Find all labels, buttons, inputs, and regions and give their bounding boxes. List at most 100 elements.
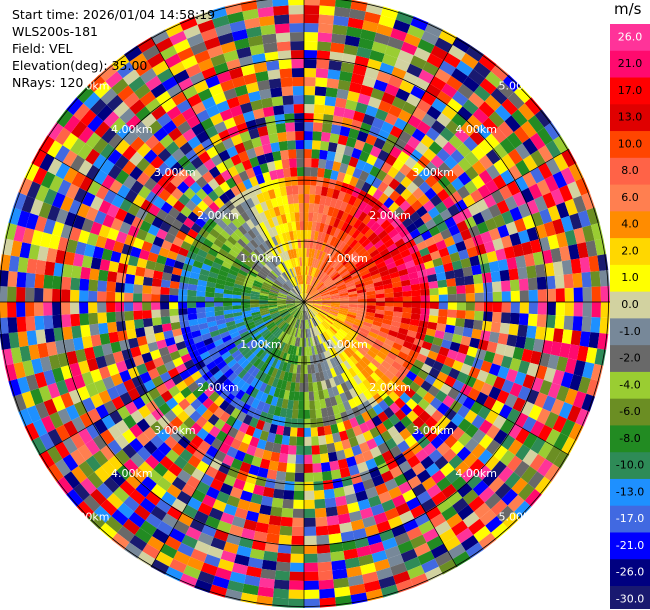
velocity-cell xyxy=(311,158,320,168)
velocity-cell xyxy=(170,416,184,430)
velocity-cell xyxy=(315,315,323,323)
velocity-cell xyxy=(226,96,240,109)
velocity-cell xyxy=(156,112,172,128)
velocity-cell xyxy=(269,324,278,333)
velocity-cell xyxy=(334,199,343,210)
velocity-cell xyxy=(408,211,421,223)
velocity-cell xyxy=(306,248,310,258)
velocity-cell xyxy=(554,315,565,330)
velocity-cell xyxy=(116,320,127,332)
velocity-cell xyxy=(123,92,140,108)
velocity-cell xyxy=(25,287,35,302)
range-ring-label: 5.00km xyxy=(68,80,110,93)
velocity-cell xyxy=(179,223,191,235)
velocity-cell xyxy=(323,351,330,361)
velocity-cell xyxy=(253,447,265,459)
velocity-cell xyxy=(505,368,518,383)
velocity-cell xyxy=(471,145,486,161)
velocity-cell xyxy=(177,435,191,449)
velocity-cell xyxy=(4,222,18,241)
velocity-cell xyxy=(417,193,430,206)
velocity-cell xyxy=(70,313,81,327)
velocity-cell xyxy=(324,497,337,508)
velocity-cell xyxy=(418,69,435,84)
velocity-cell xyxy=(102,376,115,390)
velocity-cell xyxy=(244,17,261,30)
velocity-cell xyxy=(285,381,292,391)
velocity-cell xyxy=(416,120,431,135)
velocity-cell xyxy=(160,45,178,61)
velocity-cell xyxy=(175,212,188,224)
velocity-cell xyxy=(295,301,304,302)
velocity-cell xyxy=(437,428,452,442)
velocity-cell xyxy=(435,201,448,214)
velocity-cell xyxy=(269,247,277,257)
velocity-cell xyxy=(353,395,363,407)
velocity-cell xyxy=(289,268,295,278)
velocity-cell xyxy=(100,499,118,516)
velocity-cell xyxy=(327,314,337,320)
velocity-cell xyxy=(154,331,165,342)
velocity-cell xyxy=(17,376,31,394)
velocity-cell xyxy=(302,284,304,293)
velocity-cell xyxy=(260,309,270,314)
velocity-cell xyxy=(311,277,317,286)
velocity-cell xyxy=(273,5,289,16)
velocity-cell xyxy=(556,232,569,248)
velocity-cell xyxy=(152,528,169,544)
velocity-cell xyxy=(299,221,304,231)
velocity-cell xyxy=(338,430,349,442)
velocity-cell xyxy=(292,230,298,240)
velocity-cell xyxy=(230,407,241,419)
velocity-cell xyxy=(75,348,87,363)
velocity-cell xyxy=(392,316,402,323)
velocity-cell xyxy=(214,292,224,298)
velocity-cell xyxy=(582,361,595,379)
velocity-cell xyxy=(227,426,239,439)
velocity-cell xyxy=(338,311,348,316)
velocity-cell xyxy=(215,283,225,290)
velocity-cell xyxy=(205,465,219,479)
velocity-cell xyxy=(328,313,337,319)
velocity-cell xyxy=(335,143,346,155)
velocity-cell xyxy=(240,102,253,114)
velocity-cell xyxy=(253,346,262,356)
velocity-cell xyxy=(344,379,354,391)
velocity-cell xyxy=(277,295,287,299)
velocity-cell xyxy=(410,573,429,588)
velocity-cell xyxy=(392,286,403,293)
colorbar-segment xyxy=(610,532,650,560)
velocity-cell xyxy=(393,386,405,398)
velocity-cell xyxy=(346,26,362,38)
velocity-cell xyxy=(457,418,472,433)
velocity-cell xyxy=(428,315,439,324)
velocity-cell xyxy=(402,290,412,297)
velocity-cell xyxy=(313,249,318,259)
velocity-cell xyxy=(279,310,289,316)
velocity-cell xyxy=(317,426,326,437)
velocity-cell xyxy=(218,462,231,475)
velocity-cell xyxy=(189,71,206,86)
velocity-cell xyxy=(313,268,319,278)
velocity-cell xyxy=(329,197,338,208)
velocity-cell xyxy=(406,410,419,423)
velocity-cell xyxy=(202,238,214,248)
velocity-cell xyxy=(197,248,208,259)
velocity-cell xyxy=(276,41,291,52)
velocity-cell xyxy=(246,26,262,38)
velocity-cell xyxy=(491,127,507,144)
velocity-cell xyxy=(268,356,276,367)
velocity-cell xyxy=(545,314,556,329)
velocity-cell xyxy=(117,502,135,519)
velocity-cell xyxy=(410,16,429,31)
velocity-cell xyxy=(291,373,297,383)
velocity-cell xyxy=(328,285,337,291)
velocity-cell xyxy=(114,434,130,450)
velocity-cell xyxy=(71,325,82,339)
velocity-cell xyxy=(266,60,280,71)
velocity-cell xyxy=(104,353,116,366)
velocity-cell xyxy=(402,518,419,533)
velocity-cell xyxy=(261,342,270,351)
velocity-cell xyxy=(343,145,355,157)
velocity-cell xyxy=(528,404,543,421)
